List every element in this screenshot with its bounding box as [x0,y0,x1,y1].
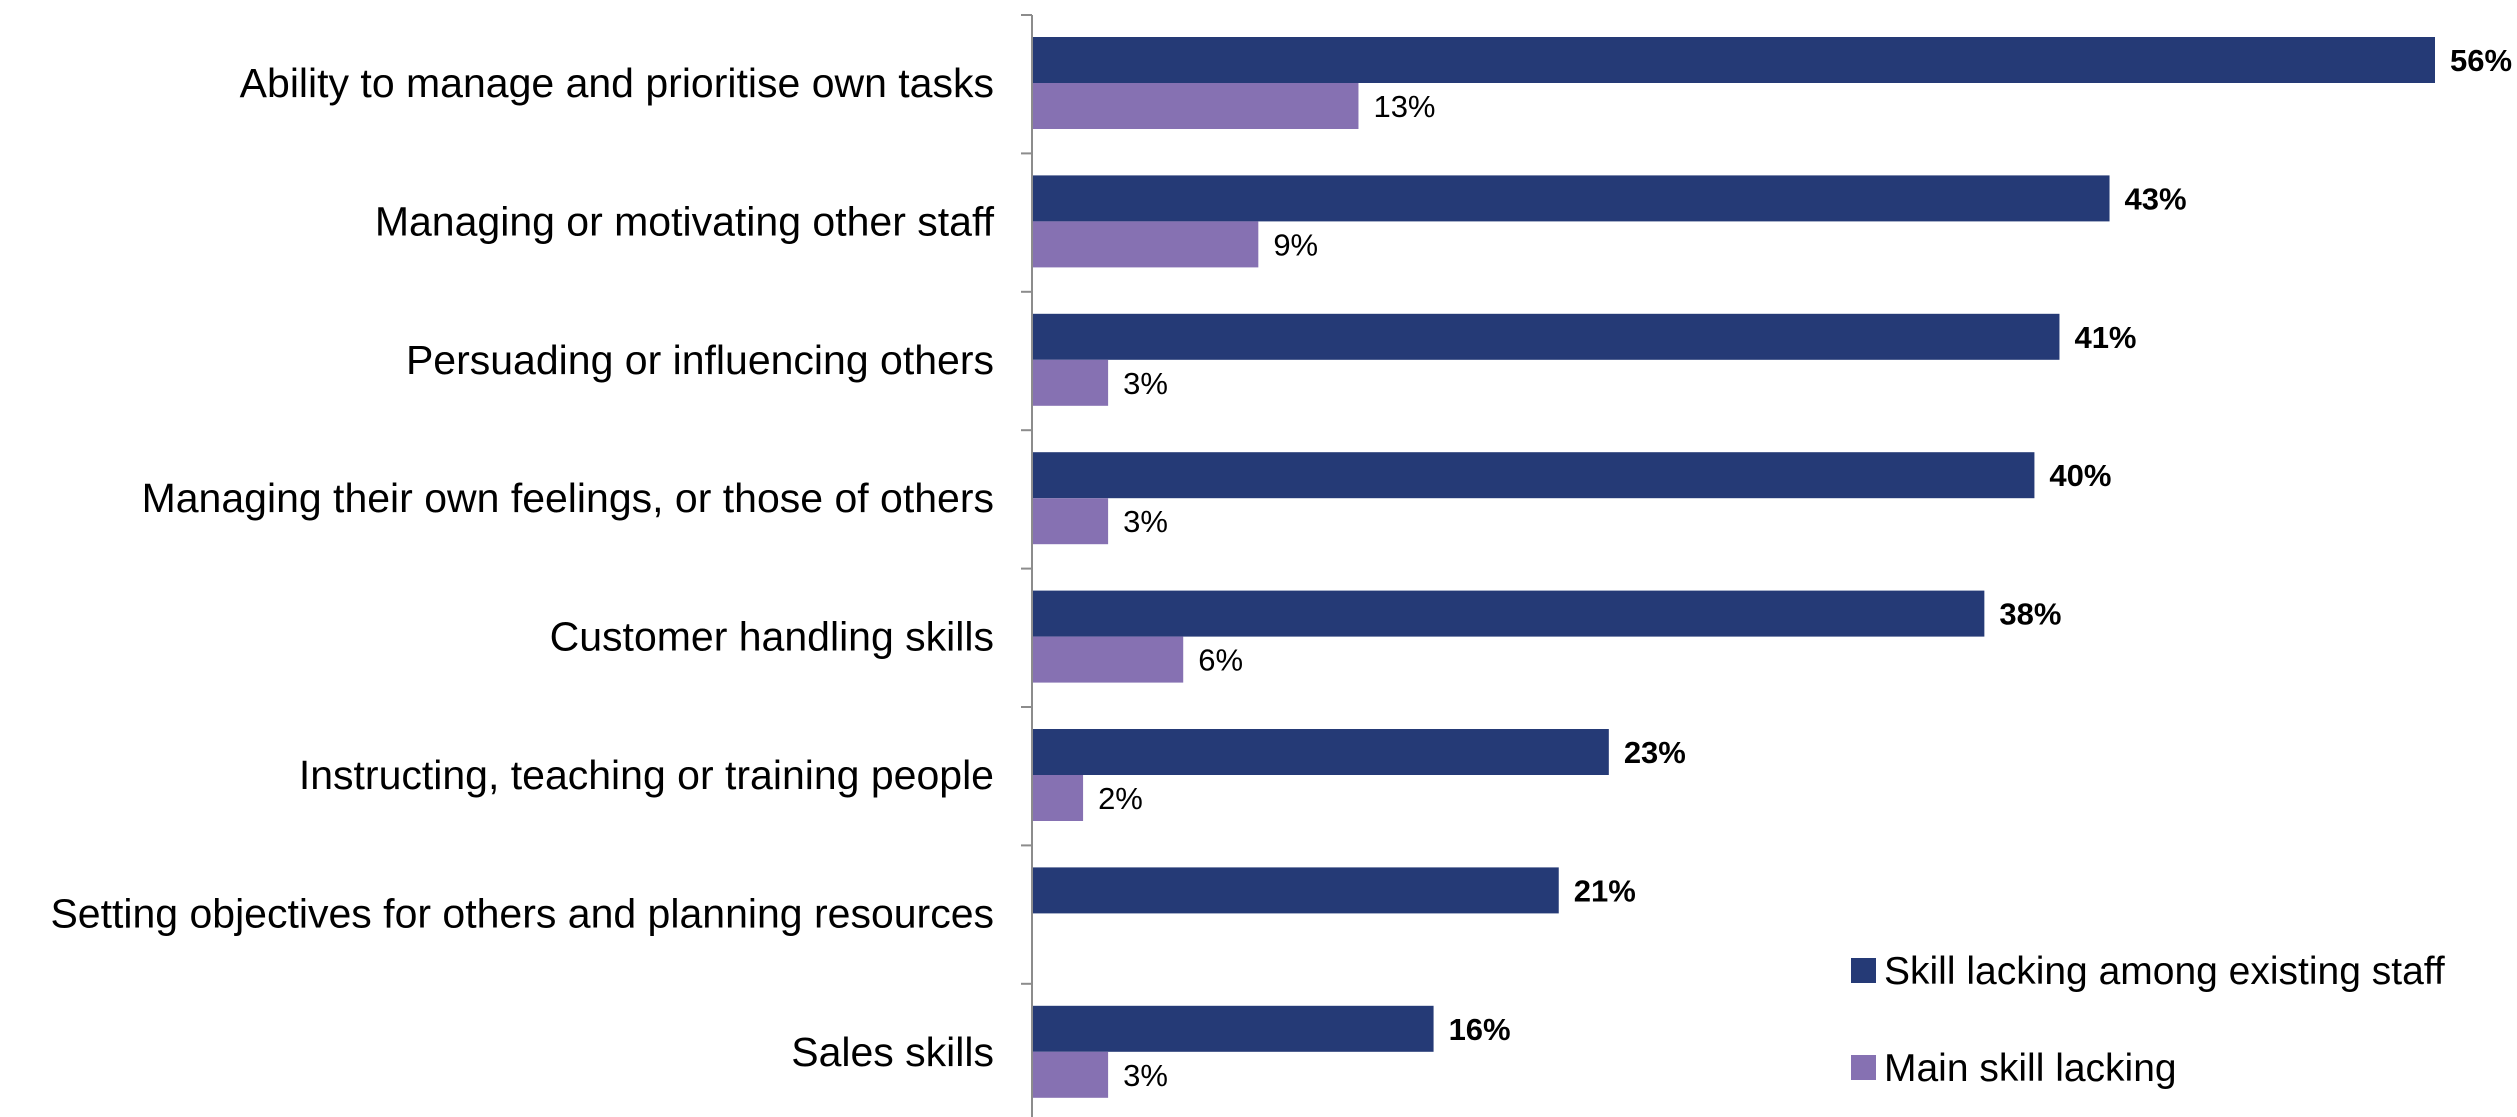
category-label: Customer handling skills [550,614,994,660]
data-label-skill-lacking: 38% [1999,597,2061,632]
category-labels: Ability to manage and prioritise own tas… [50,60,994,1075]
data-label-skill-lacking: 56% [2450,43,2512,78]
bars [1033,37,2435,1098]
data-label-skill-lacking: 40% [2049,458,2111,493]
category-label: Sales skills [791,1029,994,1075]
category-label: Managing their own feelings, or those of… [142,475,994,521]
category-label: Ability to manage and prioritise own tas… [240,60,994,106]
bar-skill-lacking [1033,313,2060,360]
data-label-skill-lacking: 43% [2125,181,2187,216]
bar-skill-lacking [1033,1005,1434,1052]
data-label-main-skill: 2% [1098,781,1143,816]
bar-skill-lacking [1033,37,2435,83]
bar-main-skill [1033,359,1109,406]
legend-swatch-skill-lacking [1851,958,1876,983]
legend: Skill lacking among existing staff Main … [1851,950,2445,1090]
data-label-main-skill: 9% [1273,227,1318,262]
data-label-main-skill: 3% [1123,504,1168,539]
bar-main-skill [1033,498,1109,545]
bar-main-skill [1033,1051,1109,1098]
axis-ticks [1021,14,1032,985]
bar-main-skill [1033,775,1084,821]
data-label-main-skill: 3% [1123,1058,1168,1093]
data-label-main-skill: 13% [1373,89,1435,124]
bar-skill-lacking [1033,175,2110,222]
data-label-skill-lacking: 23% [1624,735,1686,770]
category-label: Instructing, teaching or training people [299,752,994,798]
category-label: Setting objectives for others and planni… [50,890,994,936]
category-label: Managing or motivating other staff [375,198,995,244]
data-label-skill-lacking: 21% [1574,873,1636,908]
data-label-skill-lacking: 41% [2074,320,2136,355]
bar-main-skill [1033,221,1259,268]
category-label: Persuading or influencing others [406,337,994,383]
bar-skill-lacking [1033,729,1609,775]
data-label-main-skill: 3% [1123,366,1168,401]
value-labels: 56% 13% 43% 9% 41% 3% 40% 3% 38% 6% 23% 2% 21% 16% 3% [1098,43,2512,1093]
bar-skill-lacking [1033,867,1559,914]
data-label-main-skill: 6% [1198,643,1243,678]
bar-main-skill [1033,636,1184,683]
bar-main-skill [1033,83,1359,129]
legend-label-main-skill: Main skill lacking [1884,1047,2177,1090]
bar-skill-lacking [1033,590,1985,637]
legend-swatch-main-skill [1851,1055,1876,1080]
data-label-skill-lacking: 16% [1449,1012,1511,1047]
legend-label-skill-lacking: Skill lacking among existing staff [1884,950,2445,993]
bar-skill-lacking [1033,452,2035,499]
